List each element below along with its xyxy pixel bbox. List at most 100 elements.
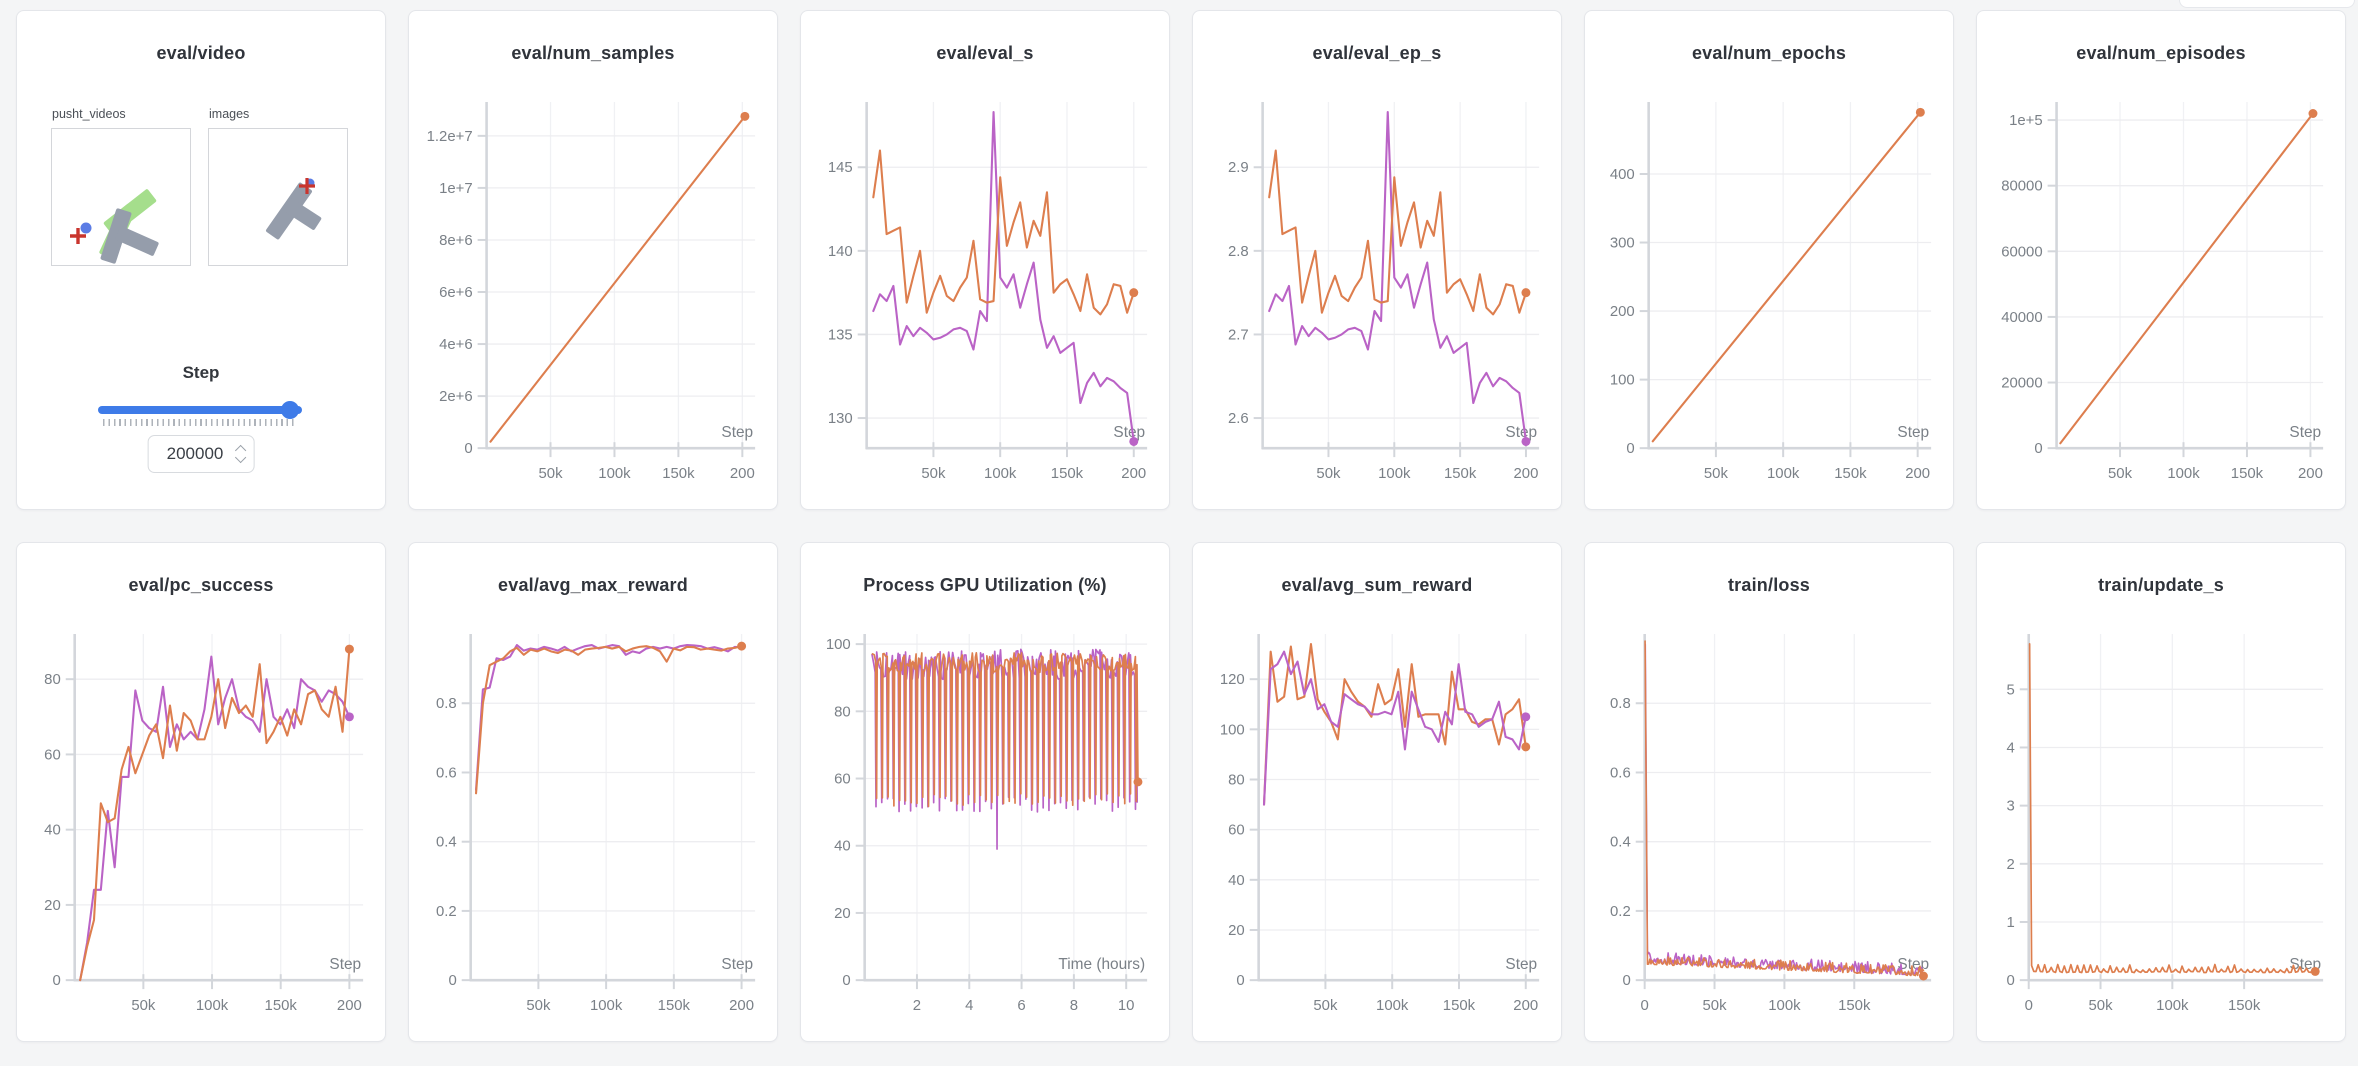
agent-dot [80,222,92,234]
step-slider-ruler [103,419,295,426]
svg-text:400: 400 [1610,167,1635,183]
svg-text:0.8: 0.8 [436,696,457,712]
svg-text:145: 145 [828,160,853,176]
svg-text:Step: Step [329,956,361,973]
svg-text:Step: Step [721,424,753,441]
svg-text:130: 130 [828,411,853,427]
svg-text:200: 200 [2298,466,2323,482]
pusht-video-thumbnail[interactable] [51,128,191,266]
panel-train-update-s[interactable]: train/update_s 0 1 2 3 4 5 0 50k 100k 150k Step [1976,542,2346,1042]
svg-text:50k: 50k [2089,998,2114,1014]
panel-eval-avg-max-reward[interactable]: eval/avg_max_reward 0 0.2 0.4 0.6 0.8 50k 100k… [408,542,778,1042]
svg-text:1e+5: 1e+5 [2009,113,2043,129]
svg-text:60: 60 [1228,823,1245,839]
svg-text:150k: 150k [1838,998,1871,1014]
video-thumbnails: pusht_videos [51,107,348,266]
svg-text:100: 100 [1610,373,1635,389]
svg-text:0.6: 0.6 [436,765,457,781]
panel-title: eval/eval_s [936,43,1034,63]
svg-text:50k: 50k [1316,466,1341,482]
svg-text:40: 40 [1228,873,1245,889]
svg-text:8: 8 [1070,998,1078,1014]
chart-eval-eval-s[interactable]: 130 135 140 145 50k 100k 150k 200 Step [801,75,1169,509]
svg-text:80: 80 [1228,772,1245,788]
panel-eval-eval-ep-s[interactable]: eval/eval_ep_s 2.6 2.7 2.8 2.9 50k 100k 150k 20… [1192,10,1562,510]
panel-eval-num-epochs[interactable]: eval/num_epochs 0 100 200 300 400 50k 100k 150k… [1584,10,1954,510]
svg-text:50k: 50k [1704,466,1729,482]
chart-eval-num-samples[interactable]: 0 2e+6 4e+6 6e+6 8e+6 1e+7 1.2e+7 50k 100k 150k 20… [409,75,777,509]
svg-text:1e+7: 1e+7 [439,181,473,197]
chart-eval-avg-sum-reward[interactable]: 0 20 40 60 80 100 120 50k 100k 150k 200 Step [1193,607,1561,1041]
svg-text:150k: 150k [662,466,695,482]
svg-text:0.2: 0.2 [436,904,457,920]
svg-text:80000: 80000 [2001,179,2042,195]
step-spinner[interactable] [234,444,247,464]
panel-title: eval/num_samples [511,43,675,63]
chart-gpu-utilization[interactable]: 0 20 40 60 80 100 2 4 6 8 10 Time (hours) [801,607,1169,1041]
svg-text:0: 0 [2025,998,2033,1014]
step-input-value[interactable]: 200000 [166,444,224,463]
svg-text:4: 4 [2006,740,2014,756]
step-slider-label: Step [182,363,220,382]
panel-train-loss[interactable]: train/loss 0 0.2 0.4 0.6 0.8 0 50k 100k 150k Step [1584,542,1954,1042]
panel-eval-video[interactable]: eval/video pusht_videos [16,10,386,510]
svg-text:5: 5 [2006,682,2014,698]
chart-eval-num-episodes[interactable]: 0 20000 40000 60000 80000 1e+5 50k 100k 150k 200 S… [1977,75,2345,509]
svg-text:0.8: 0.8 [1610,696,1631,712]
panel-gpu-utilization[interactable]: Process GPU Utilization (%) 0 20 40 60 80 100… [800,542,1170,1042]
svg-text:150k: 150k [265,998,298,1014]
panel-title: eval/num_epochs [1691,43,1847,63]
svg-text:2.9: 2.9 [1228,160,1249,176]
svg-text:100k: 100k [1376,998,1409,1014]
chart-eval-eval-ep-s[interactable]: 2.6 2.7 2.8 2.9 50k 100k 150k 200 Step [1193,75,1561,509]
step-slider-thumb[interactable] [280,401,299,419]
svg-text:Step: Step [2289,424,2321,441]
svg-text:20: 20 [44,898,61,914]
svg-text:140: 140 [828,244,853,260]
panel-title: train/update_s [2098,575,2224,595]
spinner-down-icon[interactable] [234,451,247,464]
chart-eval-num-epochs[interactable]: 0 100 200 300 400 50k 100k 150k 200 Step [1585,75,1953,509]
svg-text:0: 0 [1641,998,1649,1014]
svg-text:100k: 100k [1767,466,1800,482]
pusht-image-thumbnail[interactable] [208,128,348,266]
svg-text:50k: 50k [1313,998,1338,1014]
svg-text:100: 100 [826,637,851,653]
svg-text:6: 6 [1017,998,1025,1014]
svg-text:200: 200 [337,998,362,1014]
svg-text:0: 0 [2006,973,2014,989]
panel-eval-num-samples[interactable]: eval/num_samples 0 2e+6 4e+6 6e+6 8e+6 1e+7 1.… [408,10,778,510]
svg-text:300: 300 [1610,236,1635,252]
panel-eval-avg-sum-reward[interactable]: eval/avg_sum_reward 0 20 40 60 80 100 120 50k 10… [1192,542,1562,1042]
panel-eval-pc-success[interactable]: eval/pc_success 0 20 40 60 80 50k 100k 150k 200 S… [16,542,386,1042]
svg-text:150k: 150k [1444,466,1477,482]
svg-text:40000: 40000 [2001,310,2042,326]
svg-text:100k: 100k [984,466,1017,482]
chart-eval-avg-max-reward[interactable]: 0 0.2 0.4 0.6 0.8 50k 100k 150k 200 Step [409,607,777,1041]
panel-eval-num-episodes[interactable]: eval/num_episodes 0 20000 40000 60000 80000 1… [1976,10,2346,510]
step-input[interactable]: 200000 [147,435,255,473]
step-slider-track[interactable] [98,401,302,419]
pusht-image-frame [266,178,322,240]
panel-title: train/loss [1727,575,1811,595]
svg-text:150k: 150k [2228,998,2261,1014]
panel-eval-eval-s[interactable]: eval/eval_s 130 135 140 145 50k 100k 150k 200 St… [800,10,1170,510]
svg-text:100k: 100k [1768,998,1801,1014]
images-label: images [209,107,250,121]
chart-eval-pc-success[interactable]: 0 20 40 60 80 50k 100k 150k 200 Step [17,607,385,1041]
svg-text:Step: Step [721,956,753,973]
svg-text:100k: 100k [1378,466,1411,482]
gray-t-shape [100,208,159,264]
svg-text:0: 0 [1236,973,1244,989]
svg-text:20: 20 [1228,923,1245,939]
svg-text:100k: 100k [2167,466,2200,482]
panel-title: Process GPU Utilization (%) [863,575,1107,595]
svg-text:10: 10 [1118,998,1135,1014]
svg-text:80: 80 [44,672,61,688]
step-slider[interactable] [98,401,302,429]
svg-text:50k: 50k [2108,466,2133,482]
svg-text:120: 120 [1220,672,1245,688]
svg-text:80: 80 [834,704,851,720]
